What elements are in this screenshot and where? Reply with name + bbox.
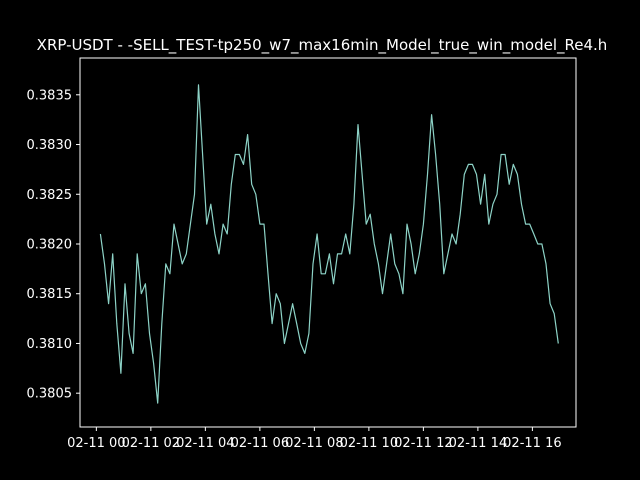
y-tick-label: 0.3805 <box>27 387 73 402</box>
x-tick-label: 02-11 02 <box>122 436 180 451</box>
y-tick-label: 0.3830 <box>27 138 73 153</box>
y-tick-label: 0.3815 <box>27 287 73 302</box>
x-tick-label: 02-11 08 <box>285 436 343 451</box>
x-tick-label: 02-11 14 <box>449 436 507 451</box>
y-tick-label: 0.3835 <box>27 88 73 103</box>
x-tick-label: 02-11 12 <box>394 436 452 451</box>
x-tick-label: 02-11 06 <box>231 436 289 451</box>
series-layer <box>99 84 559 404</box>
x-tick-label: 02-11 10 <box>340 436 398 451</box>
y-tick-label: 0.3810 <box>27 337 73 352</box>
x-tick-label: 02-11 16 <box>503 436 561 451</box>
x-tick-label: 02-11 00 <box>67 436 125 451</box>
x-tick-label: 02-11 04 <box>176 436 234 451</box>
y-axis: 0.3805 0.3810 0.3815 0.3820 0.3825 0.3830 0.38… <box>27 88 80 402</box>
y-tick-label: 0.3825 <box>27 188 73 203</box>
plot-frame <box>79 57 577 428</box>
chart-title: XRP-USDT - -SELL_TEST-tp250_w7_max16min_… <box>37 36 608 55</box>
price-series-line <box>99 84 559 404</box>
y-tick-label: 0.3820 <box>27 237 73 252</box>
